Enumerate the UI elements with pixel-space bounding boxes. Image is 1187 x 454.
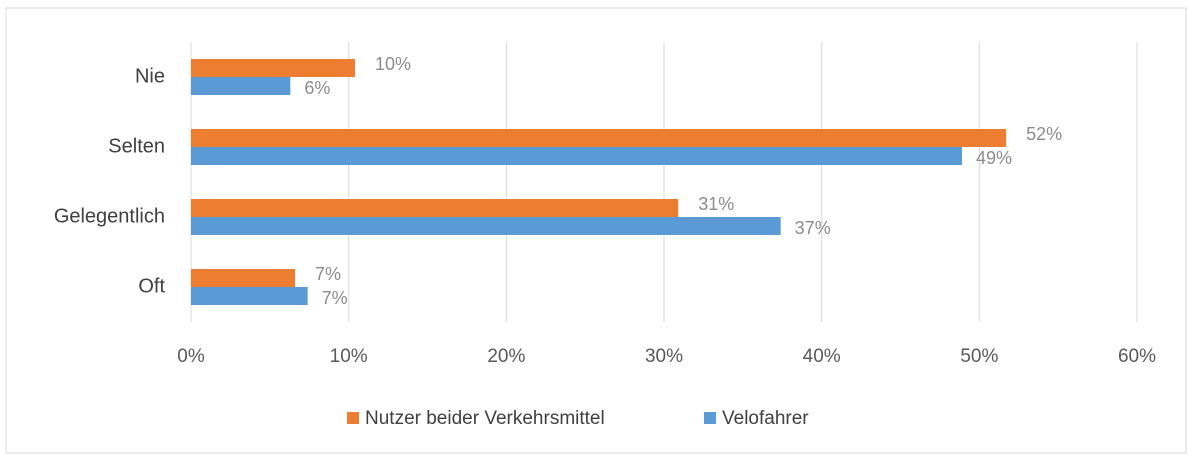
bar <box>191 59 355 77</box>
y-tick-label: Gelegentlich <box>54 205 165 227</box>
data-label: 10% <box>375 54 411 74</box>
chart-frame <box>5 7 1187 454</box>
x-tick-label: 0% <box>177 346 205 367</box>
x-tick-label: 40% <box>803 346 841 367</box>
data-label: 7% <box>315 264 341 284</box>
x-tick-label: 30% <box>645 346 683 367</box>
data-label: 52% <box>1026 124 1062 144</box>
data-label: 31% <box>698 194 734 214</box>
data-label: 6% <box>304 78 330 98</box>
y-tick-label: Oft <box>138 275 165 297</box>
bar <box>191 269 296 287</box>
x-tick-label: 10% <box>330 346 368 367</box>
data-label: 37% <box>795 218 831 238</box>
legend-label: Velofahrer <box>722 408 809 429</box>
data-label: 49% <box>976 148 1012 168</box>
legend-swatch <box>347 412 359 424</box>
bar <box>191 287 308 305</box>
data-label: 7% <box>322 288 348 308</box>
bar <box>191 217 781 235</box>
legend-swatch <box>704 412 716 424</box>
bar <box>191 77 291 95</box>
y-tick-label: Nie <box>135 65 165 87</box>
x-tick-label: 50% <box>960 346 998 367</box>
bar <box>191 147 962 165</box>
x-tick-label: 20% <box>487 346 525 367</box>
y-tick-label: Selten <box>108 135 165 157</box>
bar <box>191 199 679 217</box>
bar <box>191 129 1007 147</box>
legend-label: Nutzer beider Verkehrsmittel <box>365 408 605 429</box>
x-tick-label: 60% <box>1118 346 1156 367</box>
